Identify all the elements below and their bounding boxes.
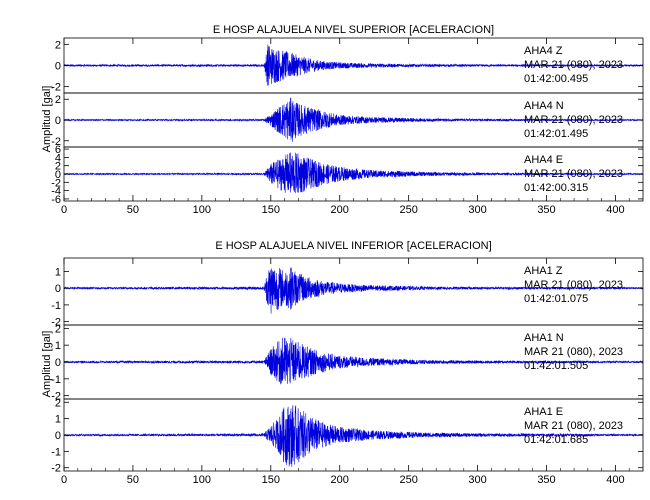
x-tick-label: 150 [262, 474, 280, 486]
y-tick-label: 0 [55, 115, 61, 127]
channel-label: AHA1 N [524, 332, 564, 344]
x-tick-label: 300 [468, 204, 486, 216]
y-tick-label: -6 [51, 194, 61, 206]
waveform-trace [63, 267, 644, 314]
waveform-trace [63, 405, 644, 467]
y-axis-label: Amplitud [gal] [41, 331, 53, 398]
x-tick-label: 0 [61, 204, 67, 216]
x-tick-label: 0 [61, 474, 67, 486]
panel-aha4-n: 2 0 -2 AHA4 N MAR 21 (080), 2023 01:42:01.495 [51, 92, 644, 148]
y-tick-label: -1 [51, 300, 61, 312]
y-tick-label: 1 [55, 340, 61, 352]
chart-2: E HOSP ALAJUELA NIVEL INFERIOR [ACELERAC… [41, 240, 644, 486]
date-label: MAR 21 (080), 2023 [524, 346, 623, 358]
date-label: MAR 21 (080), 2023 [524, 168, 623, 180]
time-label: 01:42:00.315 [524, 182, 588, 194]
y-axis-label: Amplitud [gal] [41, 86, 53, 153]
y-tick-label: 2 [55, 161, 61, 173]
y-tick-label: -1 [51, 446, 61, 458]
y-tick-label: 2 [55, 397, 61, 409]
y-tick-label: 6 [55, 144, 61, 156]
x-tick-label: 300 [468, 474, 486, 486]
chart-title: E HOSP ALAJUELA NIVEL SUPERIOR [ACELERAC… [213, 24, 494, 36]
chart-1: E HOSP ALAJUELA NIVEL SUPERIOR [ACELERAC… [41, 24, 644, 216]
date-label: MAR 21 (080), 2023 [524, 279, 623, 291]
waveform-trace [63, 44, 644, 86]
y-tick-label: 4 [55, 152, 61, 164]
y-tick-label: 0 [55, 61, 61, 73]
x-tick-label: 200 [331, 204, 349, 216]
x-tick-label: 350 [537, 204, 555, 216]
y-tick-label: 1 [55, 266, 61, 278]
channel-label: AHA1 Z [524, 265, 563, 277]
date-label: MAR 21 (080), 2023 [524, 59, 623, 71]
y-tick-label: 2 [55, 39, 61, 51]
x-tick-label: 150 [262, 204, 280, 216]
time-label: 01:42:01.505 [524, 360, 588, 372]
panel-aha1-z: 1 0 -1 -2 AHA1 Z MAR 21 (080), 2023 01:42:01.0… [51, 257, 644, 329]
x-tick-label: 50 [127, 474, 139, 486]
y-tick-label: -2 [51, 177, 61, 189]
y-tick-label: -2 [51, 136, 61, 148]
time-label: 01:42:01.075 [524, 293, 588, 305]
y-tick-label: 2 [55, 323, 61, 335]
x-tick-label: 250 [399, 474, 417, 486]
waveform-trace [63, 97, 644, 142]
channel-label: AHA1 E [524, 406, 563, 418]
date-label: MAR 21 (080), 2023 [524, 114, 623, 126]
waveform-trace [63, 337, 644, 385]
channel-label: AHA4 Z [524, 45, 563, 57]
y-tick-label: -4 [51, 186, 61, 198]
time-label: 01:42:01.685 [524, 434, 588, 446]
y-tick-label: 2 [55, 94, 61, 106]
y-tick-label: -2 [51, 82, 61, 94]
x-tick-label: 100 [193, 474, 211, 486]
time-label: 01:42:00.495 [524, 73, 588, 85]
chart-title: E HOSP ALAJUELA NIVEL INFERIOR [ACELERAC… [215, 240, 491, 252]
x-tick-label: 400 [606, 204, 624, 216]
x-tick-label: 50 [127, 204, 139, 216]
y-tick-label: 0 [55, 169, 61, 181]
y-tick-label: 0 [55, 283, 61, 295]
waveform-trace [63, 152, 644, 194]
channel-label: AHA4 N [524, 100, 564, 112]
y-tick-label: -2 [51, 317, 61, 329]
y-tick-label: 0 [55, 357, 61, 369]
date-label: MAR 21 (080), 2023 [524, 420, 623, 432]
panel-aha1-e: 2 1 0 -1 -2 AHA1 E MAR 21 (080), 2023 01:42:01.… [51, 397, 644, 475]
x-tick-label: 350 [537, 474, 555, 486]
panel-aha4-z: 2 0 -2 AHA4 Z MAR 21 (080), 2023 01:42:00.495 [51, 37, 644, 94]
x-tick-label: 200 [331, 474, 349, 486]
x-tick-label: 250 [399, 204, 417, 216]
y-tick-label: -1 [51, 374, 61, 386]
y-tick-label: -2 [51, 391, 61, 403]
y-tick-label: 0 [55, 430, 61, 442]
time-label: 01:42:01.495 [524, 128, 588, 140]
x-tick-label: 100 [193, 204, 211, 216]
y-tick-label: 1 [55, 414, 61, 426]
x-tick-label: 400 [606, 474, 624, 486]
y-tick-label: -2 [51, 463, 61, 475]
channel-label: AHA4 E [524, 154, 563, 166]
panel-aha1-n: 2 1 0 -1 -2 AHA1 N MAR 21 (080), 2023 01:42:01.… [51, 323, 644, 403]
